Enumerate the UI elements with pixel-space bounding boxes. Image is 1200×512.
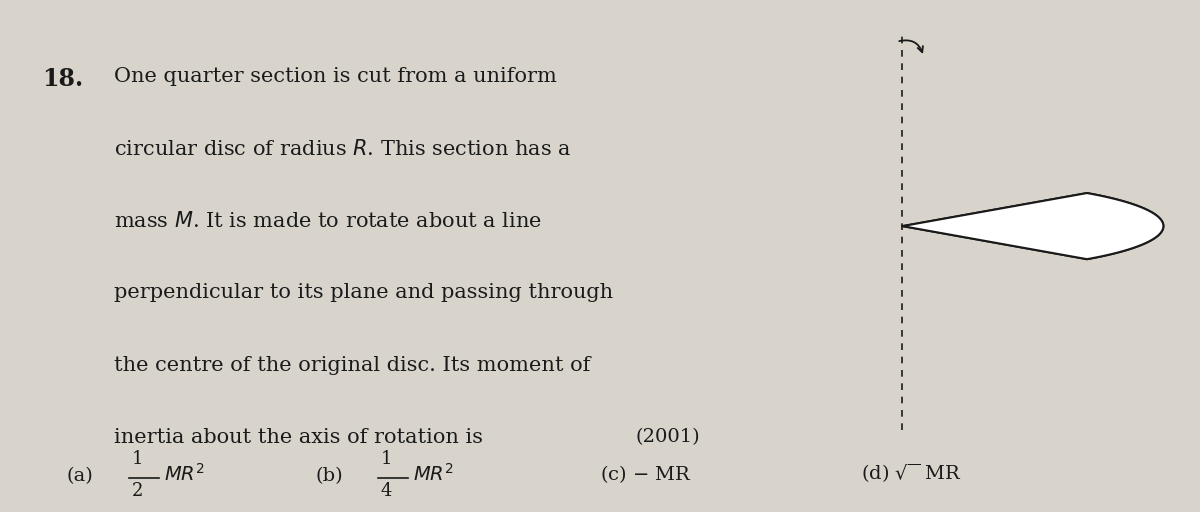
Text: (a): (a)	[66, 467, 94, 485]
Text: 4: 4	[380, 482, 392, 500]
Text: 1: 1	[380, 450, 392, 467]
Text: circular disc of radius $R$. This section has a: circular disc of radius $R$. This sectio…	[114, 139, 571, 159]
Text: (d) $\sqrt{\ }$ MR: (d) $\sqrt{\ }$ MR	[860, 462, 961, 485]
Text: mass $M$. It is made to rotate about a line: mass $M$. It is made to rotate about a l…	[114, 211, 541, 231]
Text: the centre of the original disc. Its moment of: the centre of the original disc. Its mom…	[114, 356, 590, 375]
Text: $MR^2$: $MR^2$	[163, 463, 204, 485]
Text: 2: 2	[132, 482, 143, 500]
Text: (2001): (2001)	[636, 428, 701, 446]
Text: 18.: 18.	[42, 67, 84, 91]
Polygon shape	[902, 193, 1163, 259]
Text: One quarter section is cut from a uniform: One quarter section is cut from a unifor…	[114, 67, 557, 86]
Text: (b): (b)	[316, 467, 343, 485]
Text: $MR^2$: $MR^2$	[413, 463, 454, 485]
Text: inertia about the axis of rotation is: inertia about the axis of rotation is	[114, 428, 482, 447]
Text: perpendicular to its plane and passing through: perpendicular to its plane and passing t…	[114, 284, 613, 303]
Text: (c) $-$ MR: (c) $-$ MR	[600, 463, 692, 485]
Text: 1: 1	[132, 450, 143, 467]
